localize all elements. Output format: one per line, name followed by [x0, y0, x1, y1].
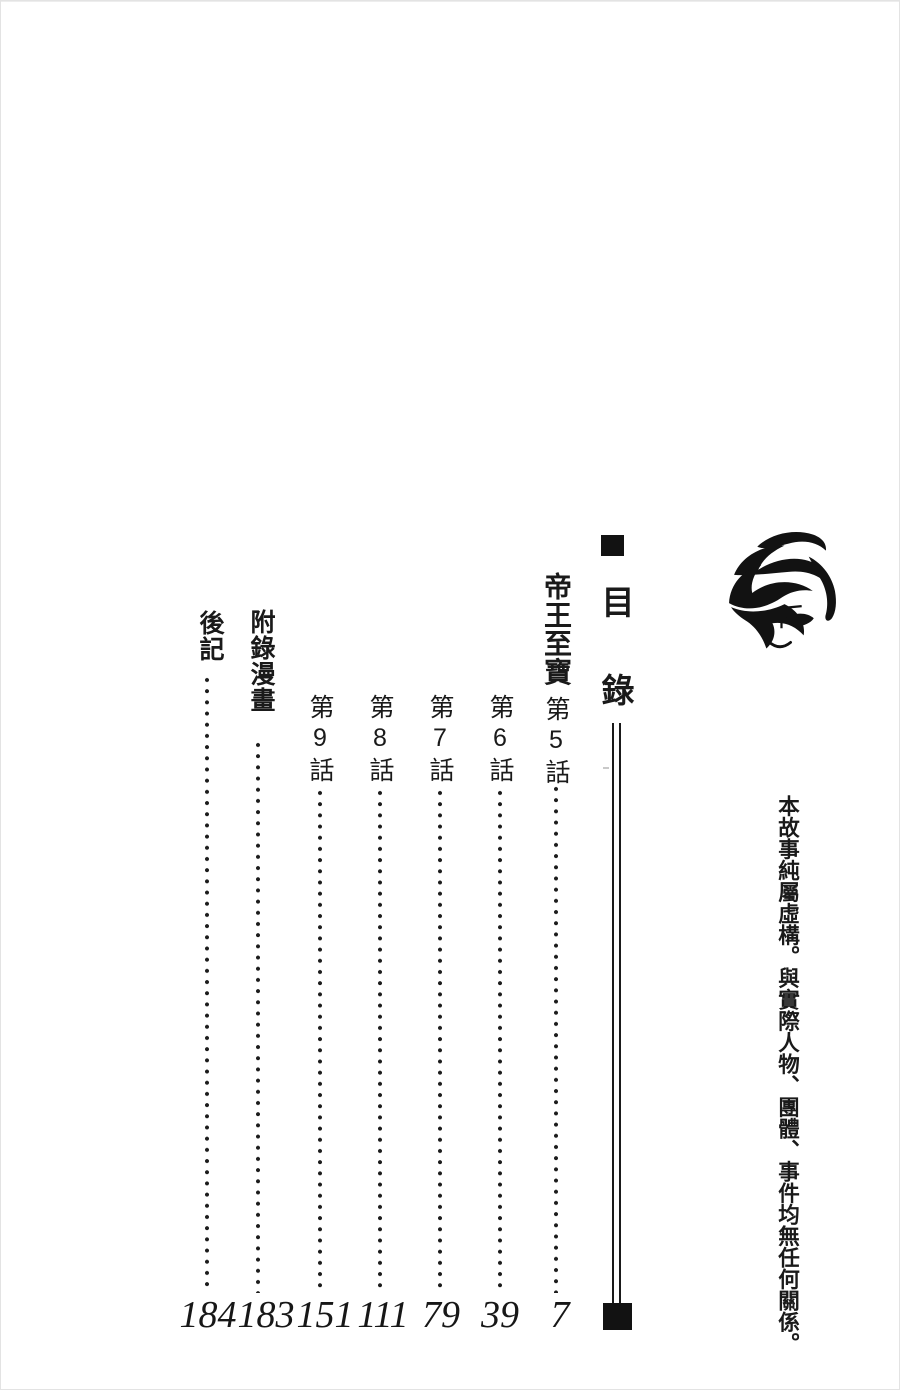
toc-page-number: 183: [237, 1294, 295, 1336]
toc-entry-label: 第6話: [486, 694, 514, 787]
series-title: 帝王至寶: [541, 572, 572, 686]
toc-page-number: 39: [481, 1294, 519, 1336]
toc-entry-label: 附錄漫畫: [247, 609, 275, 713]
dotted-leader: [437, 788, 443, 1293]
dotted-leader: [377, 788, 383, 1293]
face-logo-icon: [729, 531, 836, 649]
heading-top-square: [601, 535, 624, 556]
disclaimer-text: 本故事純屬虛構。與實際人物、團體、事件均無任何關係。: [775, 795, 800, 1354]
toc-entry-label: 第8話: [366, 694, 394, 787]
toc-entry-label: 後記: [196, 610, 224, 662]
toc-page-number: 151: [296, 1294, 354, 1336]
page-title: 目錄: [597, 585, 634, 761]
dotted-leader: [204, 675, 210, 1293]
heading-double-rule: [612, 723, 621, 1303]
dotted-leader: [255, 740, 261, 1293]
dotted-leader: [553, 784, 559, 1293]
scan-speck: [603, 767, 609, 769]
toc-entry-label: 第9話: [306, 694, 334, 787]
toc-page-number: 184: [179, 1294, 237, 1336]
toc-page-number: 7: [550, 1294, 570, 1336]
toc-page-number: 79: [422, 1294, 460, 1336]
toc-entry-label: 第7話: [426, 694, 454, 787]
dotted-leader: [317, 788, 323, 1293]
toc-page-number: 111: [357, 1294, 409, 1336]
dotted-leader: [497, 788, 503, 1293]
toc-entry-label: 第5話: [542, 696, 570, 789]
heading-bottom-square: [603, 1303, 632, 1330]
